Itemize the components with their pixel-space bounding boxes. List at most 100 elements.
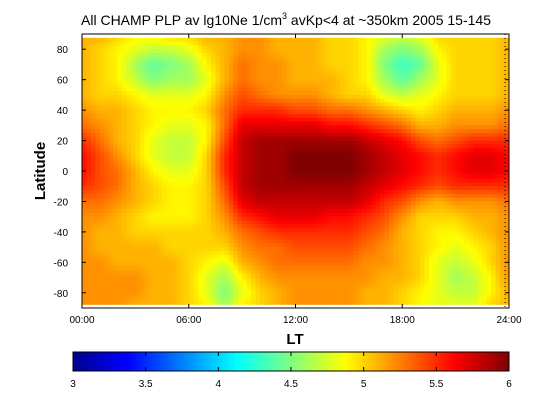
heatmap-cell (317, 171, 323, 176)
heatmap-cell (264, 129, 270, 134)
heatmap-cell (304, 129, 310, 134)
heatmap-cell (233, 159, 239, 164)
heatmap-cell (446, 37, 452, 43)
heatmap-cell (446, 129, 452, 134)
heatmap-cell (468, 167, 475, 172)
heatmap-cell (402, 37, 408, 43)
heatmap-cell (251, 136, 257, 142)
heatmap-cell (210, 178, 217, 184)
heatmap-cell (233, 224, 239, 229)
heatmap-cell (291, 201, 297, 206)
heatmap-cell (451, 68, 457, 73)
heatmap-cell (393, 144, 399, 149)
heatmap-cell (424, 148, 430, 153)
heatmap-cell (371, 178, 377, 184)
heatmap-cell (277, 41, 283, 47)
heatmap-cell (153, 45, 159, 50)
heatmap-cell (104, 125, 110, 130)
heatmap-cell (282, 79, 288, 85)
heatmap-cell (246, 209, 252, 214)
heatmap-cell (291, 190, 297, 195)
heatmap-cell (175, 216, 181, 222)
heatmap-cell (348, 212, 354, 218)
heatmap-cell (139, 56, 145, 62)
heatmap-cell (135, 125, 141, 130)
heatmap-cell (246, 87, 252, 92)
heatmap-cell (468, 121, 475, 126)
heatmap-cell (286, 216, 292, 222)
heatmap-cell (451, 178, 457, 184)
heatmap-cell (122, 87, 128, 92)
heatmap-cell (122, 110, 128, 115)
heatmap-cell (277, 216, 283, 222)
heatmap-cell (86, 201, 92, 206)
heatmap-cell (291, 186, 297, 191)
heatmap-cell (424, 98, 430, 104)
heatmap-cell (170, 75, 177, 81)
heatmap-cell (206, 197, 212, 203)
heatmap-cell (144, 144, 150, 149)
heatmap-cell (197, 125, 203, 130)
heatmap-cell (144, 140, 150, 145)
heatmap-cell (331, 53, 337, 58)
heatmap-cell (122, 140, 128, 145)
heatmap-cell (193, 106, 199, 111)
heatmap-cell (295, 190, 301, 195)
heatmap-cell (295, 64, 301, 69)
heatmap-cell (144, 91, 150, 96)
heatmap-cell (317, 209, 323, 214)
heatmap-cell (366, 190, 372, 195)
heatmap-cell (437, 193, 443, 199)
heatmap-cell (153, 136, 159, 142)
heatmap-cell (148, 136, 154, 142)
heatmap-cell (228, 129, 234, 134)
heatmap-cell (291, 98, 297, 104)
heatmap-cell (122, 174, 128, 180)
heatmap-cell (153, 91, 159, 96)
heatmap-cell (219, 209, 225, 214)
heatmap-cell (246, 212, 252, 218)
heatmap-cell (224, 159, 230, 164)
heatmap-cell (193, 110, 199, 115)
heatmap-cell (388, 110, 394, 115)
heatmap-cell (117, 228, 123, 233)
heatmap-cell (113, 231, 119, 237)
heatmap-cell (344, 171, 350, 176)
heatmap-cell (460, 102, 466, 107)
heatmap-cell (473, 72, 479, 77)
heatmap-cell (491, 205, 497, 210)
heatmap-cell (495, 79, 501, 85)
heatmap-cell (259, 151, 265, 157)
heatmap-cell (411, 144, 417, 149)
heatmap-cell (411, 151, 417, 157)
heatmap-cell (210, 117, 217, 123)
heatmap-cell (242, 155, 248, 161)
heatmap-cell (331, 79, 337, 85)
heatmap-cell (375, 60, 381, 66)
heatmap-cell (82, 132, 88, 138)
heatmap-cell (388, 75, 394, 81)
heatmap-cell (224, 167, 230, 172)
heatmap-cell (90, 182, 96, 187)
heatmap-cell (500, 106, 506, 111)
heatmap-cell (428, 144, 434, 149)
heatmap-cell (384, 155, 390, 161)
heatmap-cell (277, 75, 283, 81)
heatmap-cell (86, 132, 92, 138)
heatmap-cell (130, 216, 136, 222)
heatmap-cell (402, 163, 408, 168)
heatmap-cell (228, 140, 234, 145)
heatmap-cell (339, 212, 346, 218)
heatmap-cell (451, 121, 457, 126)
heatmap-cell (188, 64, 194, 69)
heatmap-cell (304, 228, 310, 233)
heatmap-cell (202, 113, 208, 119)
heatmap-cell (224, 148, 230, 153)
heatmap-cell (344, 163, 350, 168)
heatmap-cell (442, 49, 448, 54)
heatmap-cell (455, 121, 461, 126)
heatmap-cell (237, 171, 243, 176)
heatmap-cell (175, 56, 181, 62)
heatmap-cell (388, 132, 394, 138)
heatmap-cell (157, 209, 163, 214)
